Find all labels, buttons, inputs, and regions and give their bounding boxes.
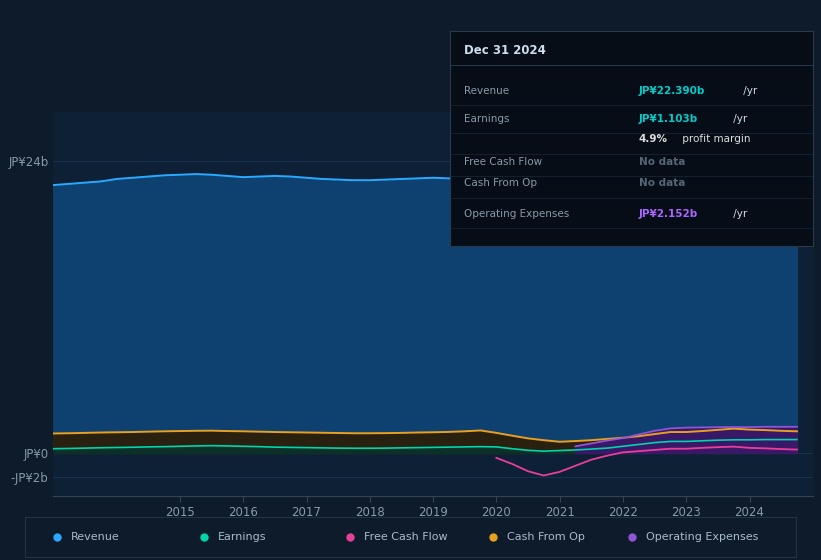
- Text: Cash From Op: Cash From Op: [465, 179, 538, 189]
- Text: No data: No data: [639, 157, 685, 167]
- Text: 4.9%: 4.9%: [639, 134, 667, 144]
- Text: Cash From Op: Cash From Op: [507, 532, 585, 542]
- Text: profit margin: profit margin: [679, 134, 750, 144]
- Text: /yr: /yr: [730, 114, 747, 124]
- Text: JP¥2.152b: JP¥2.152b: [639, 209, 698, 218]
- Text: JP¥22.390b: JP¥22.390b: [639, 86, 705, 96]
- Text: /yr: /yr: [730, 209, 747, 218]
- Text: Earnings: Earnings: [465, 114, 510, 124]
- Text: Dec 31 2024: Dec 31 2024: [465, 44, 546, 57]
- Text: JP¥1.103b: JP¥1.103b: [639, 114, 698, 124]
- Text: Revenue: Revenue: [465, 86, 510, 96]
- Text: No data: No data: [639, 179, 685, 189]
- Text: Free Cash Flow: Free Cash Flow: [365, 532, 447, 542]
- Text: Operating Expenses: Operating Expenses: [465, 209, 570, 218]
- Text: Free Cash Flow: Free Cash Flow: [465, 157, 543, 167]
- Text: /yr: /yr: [741, 86, 758, 96]
- Text: Revenue: Revenue: [71, 532, 120, 542]
- Text: Operating Expenses: Operating Expenses: [646, 532, 759, 542]
- Text: Earnings: Earnings: [218, 532, 266, 542]
